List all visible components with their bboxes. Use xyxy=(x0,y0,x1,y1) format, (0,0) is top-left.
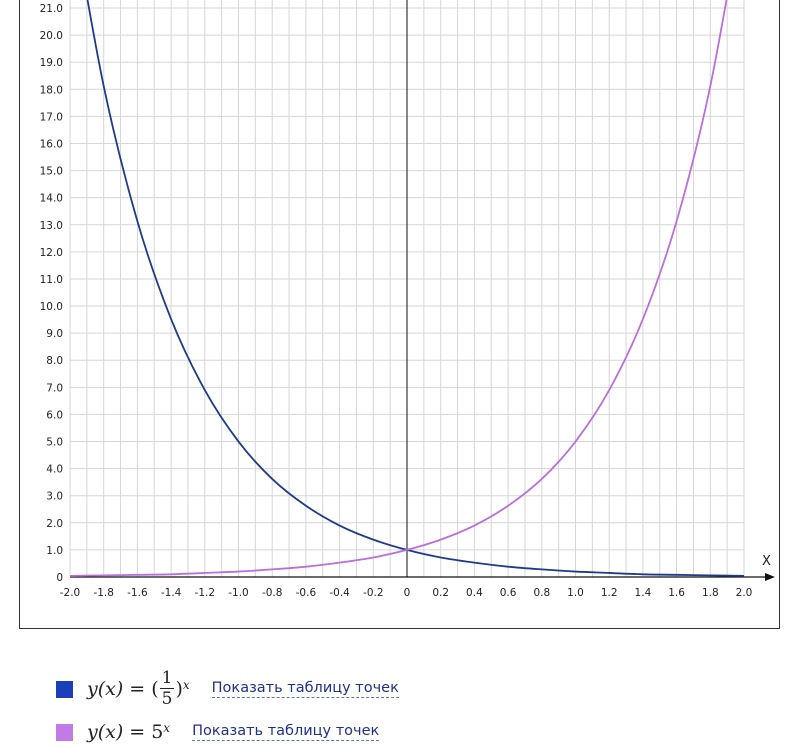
formula-func: y(x) xyxy=(87,721,124,743)
y-tick-label: 1.0 xyxy=(46,545,63,557)
legend-swatch-exponential xyxy=(56,723,73,741)
y-tick-label: 20.0 xyxy=(40,30,63,42)
curves xyxy=(69,0,745,577)
x-tick-label: 2.0 xyxy=(736,587,753,599)
x-tick-label: -1.4 xyxy=(161,587,182,599)
x-tick-label: -1.8 xyxy=(93,587,114,599)
y-tick-label: 8.0 xyxy=(46,355,63,367)
formula-open-paren: ( xyxy=(151,678,159,700)
x-tick-label: 1.0 xyxy=(567,587,584,599)
x-axis-label: X xyxy=(762,554,771,569)
y-tick-label: 18.0 xyxy=(40,84,63,96)
formula-exponent: x xyxy=(163,721,171,735)
fraction-denominator: 5 xyxy=(161,689,173,709)
tick-labels: -2.0 -1.8 -1.6 -1.4 -1.2 -1.0 -0.8 -0.6 -0.4 -0.2… xyxy=(40,3,753,599)
formula-base: 5 xyxy=(151,721,164,743)
y-tick-label: 15.0 xyxy=(40,166,63,178)
y-tick-label: 10.0 xyxy=(40,301,63,313)
formula-close-paren: ) xyxy=(175,678,183,700)
legend-formula-exponential: y(x) = 5 x xyxy=(87,721,170,743)
legend-formula-reciprocal: y(x) = ( 1 5 ) x xyxy=(87,670,190,708)
y-tick-label: 11.0 xyxy=(40,274,63,286)
x-tick-label: -0.4 xyxy=(329,587,350,599)
show-points-table-link[interactable]: Показать таблицу точек xyxy=(211,680,399,698)
x-tick-label: 0.6 xyxy=(500,587,517,599)
y-tick-label: 2.0 xyxy=(46,518,63,530)
y-tick-label: 16.0 xyxy=(40,138,63,150)
x-tick-label: -2.0 xyxy=(60,587,81,599)
x-tick-label: 1.8 xyxy=(702,587,719,599)
formula-func: y(x) xyxy=(87,678,124,700)
y-tick-label: 17.0 xyxy=(40,111,63,123)
y-tick-label: 6.0 xyxy=(46,409,63,421)
x-tick-label: 1.4 xyxy=(635,587,652,599)
fraction-numerator: 1 xyxy=(159,668,175,689)
y-tick-label: 21.0 xyxy=(40,3,63,15)
x-axis-arrow xyxy=(765,573,775,581)
x-tick-label: 0.8 xyxy=(533,587,550,599)
x-tick-label: 0.4 xyxy=(466,587,483,599)
x-tick-label: 0 xyxy=(404,587,411,599)
y-tick-label: 5.0 xyxy=(46,437,63,449)
axes xyxy=(70,0,775,581)
y-tick-label: 13.0 xyxy=(40,220,63,232)
y-tick-label: 3.0 xyxy=(46,491,63,503)
legend-item-reciprocal: y(x) = ( 1 5 ) x Показать таблицу точек xyxy=(56,670,399,708)
x-tick-label: 1.6 xyxy=(668,587,685,599)
curve-exponential xyxy=(69,0,728,577)
y-tick-label: 4.0 xyxy=(46,464,63,476)
formula-exponent: x xyxy=(182,678,190,692)
chart-frame xyxy=(19,0,780,629)
chart-plot: -2.0 -1.8 -1.6 -1.4 -1.2 -1.0 -0.8 -0.6 -0.4 -0.2… xyxy=(40,0,775,599)
y-tick-label: 19.0 xyxy=(40,57,63,69)
formula-eq: = xyxy=(129,678,146,700)
y-tick-label: 9.0 xyxy=(46,328,63,340)
legend-item-exponential: y(x) = 5 x Показать таблицу точек xyxy=(56,721,380,743)
formula-eq: = xyxy=(129,721,146,743)
formula-fraction: 1 5 xyxy=(159,668,175,709)
x-tick-label: -0.6 xyxy=(296,587,317,599)
y-tick-label: 12.0 xyxy=(40,247,63,259)
y-tick-label: 0 xyxy=(56,572,63,584)
x-tick-label: 0.2 xyxy=(432,587,449,599)
x-tick-label: -0.8 xyxy=(262,587,283,599)
x-tick-label: -1.0 xyxy=(228,587,249,599)
x-tick-label: 1.2 xyxy=(601,587,618,599)
legend-swatch-reciprocal xyxy=(56,680,73,698)
show-points-table-link[interactable]: Показать таблицу точек xyxy=(192,723,380,741)
y-tick-label: 14.0 xyxy=(40,193,63,205)
x-tick-label: -1.6 xyxy=(127,587,148,599)
y-tick-label: 7.0 xyxy=(46,382,63,394)
x-tick-label: -0.2 xyxy=(363,587,384,599)
x-tick-label: -1.2 xyxy=(195,587,216,599)
grid-lines xyxy=(69,0,745,578)
curve-reciprocal-exponential xyxy=(86,0,745,577)
